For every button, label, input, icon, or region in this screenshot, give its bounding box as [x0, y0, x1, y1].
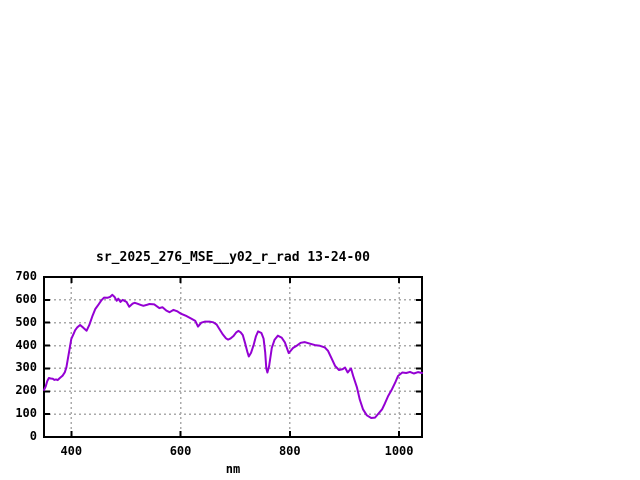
- y-tick-label: 600: [15, 291, 37, 306]
- chart-title: sr_2025_276_MSE__y02_r_rad 13-24-00: [96, 250, 370, 265]
- y-tick-label: 100: [15, 406, 37, 421]
- y-tick-label: 0: [29, 429, 37, 443]
- x-axis-label: nm: [225, 462, 241, 476]
- y-tick-label: 200: [15, 383, 37, 398]
- x-tick-label: 800: [278, 444, 301, 458]
- x-tick-label: 400: [60, 444, 83, 458]
- data-line: [43, 293, 423, 419]
- gridlines: [44, 277, 422, 437]
- plot-border: [43, 276, 423, 438]
- y-tick-label: 400: [15, 337, 37, 352]
- x-tick-label: 600: [169, 444, 192, 458]
- y-tick-label: 700: [15, 269, 37, 283]
- y-tick-label: 300: [15, 360, 37, 375]
- x-tick-label: 1000: [384, 444, 414, 458]
- y-tick-label: 500: [15, 314, 37, 329]
